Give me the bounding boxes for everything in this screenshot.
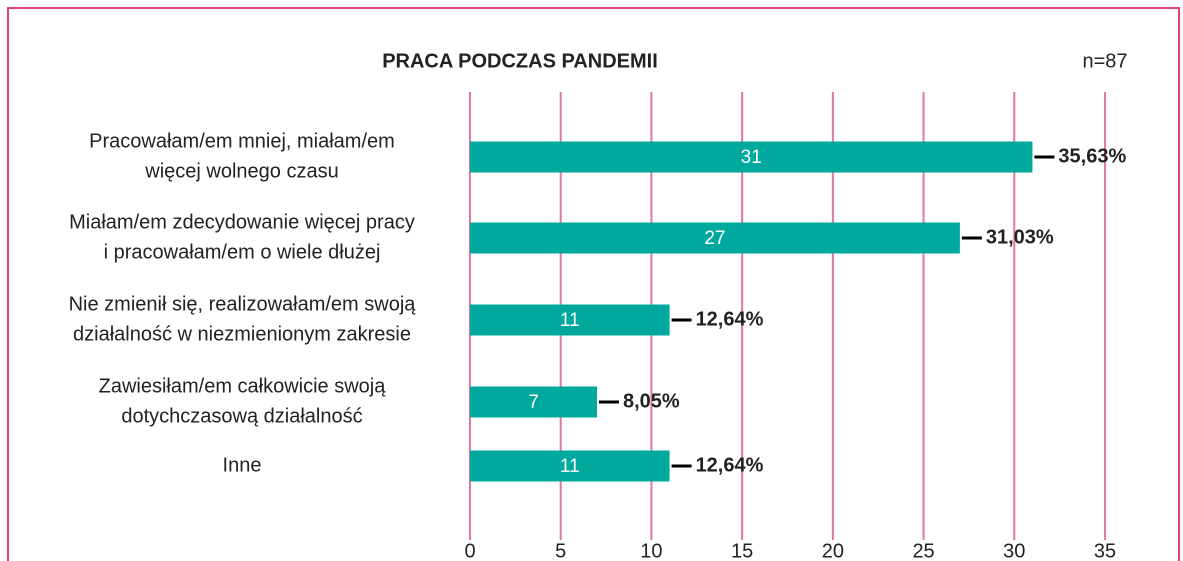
x-tick-label: 5 [555, 540, 566, 561]
category-label: Miałam/em zdecydowanie więcej pracy [69, 211, 415, 233]
x-tick-label: 10 [640, 540, 662, 561]
category-label: Zawiesiłam/em całkowicie swoją [99, 375, 387, 397]
category-label: Inne [223, 454, 262, 476]
x-tick-label: 30 [1003, 540, 1025, 561]
bar [470, 386, 597, 418]
percentage-label: 35,63% [1058, 145, 1126, 167]
bar-value-label: 11 [560, 456, 580, 477]
frame [7, 7, 1180, 561]
x-tick-label: 35 [1094, 540, 1116, 561]
annotation: n=87 [1082, 50, 1127, 72]
percentage-label: 12,64% [696, 454, 764, 476]
bar [470, 304, 670, 336]
bar [470, 141, 1033, 173]
percentage-label: 12,64% [696, 308, 764, 330]
category-label: i pracowałam/em o wiele dłużej [104, 241, 381, 263]
x-tick-label: 25 [912, 540, 934, 561]
x-tick-label: 15 [731, 540, 753, 561]
bar [470, 450, 670, 482]
chart-title: PRACA PODCZAS PANDEMII [382, 50, 658, 72]
category-label: Pracowałam/em mniej, miałam/em [89, 130, 395, 152]
bar-value-label: 31 [741, 147, 762, 168]
category-label: Nie zmienił się, realizowałam/em swoją [69, 293, 417, 315]
percentage-label: 31,03% [986, 226, 1054, 248]
category-label: dotychczasową działalność [121, 405, 362, 427]
bar-value-label: 11 [560, 310, 580, 331]
bar [470, 222, 960, 254]
x-tick-label: 20 [822, 540, 844, 561]
bar-value-label: 7 [528, 392, 539, 413]
x-tick-label: 0 [464, 540, 475, 561]
category-label: więcej wolnego czasu [144, 160, 338, 182]
category-label: działalność w niezmienionym zakresie [73, 323, 411, 345]
percentage-label: 8,05% [623, 390, 680, 412]
bar-value-label: 27 [704, 228, 725, 249]
